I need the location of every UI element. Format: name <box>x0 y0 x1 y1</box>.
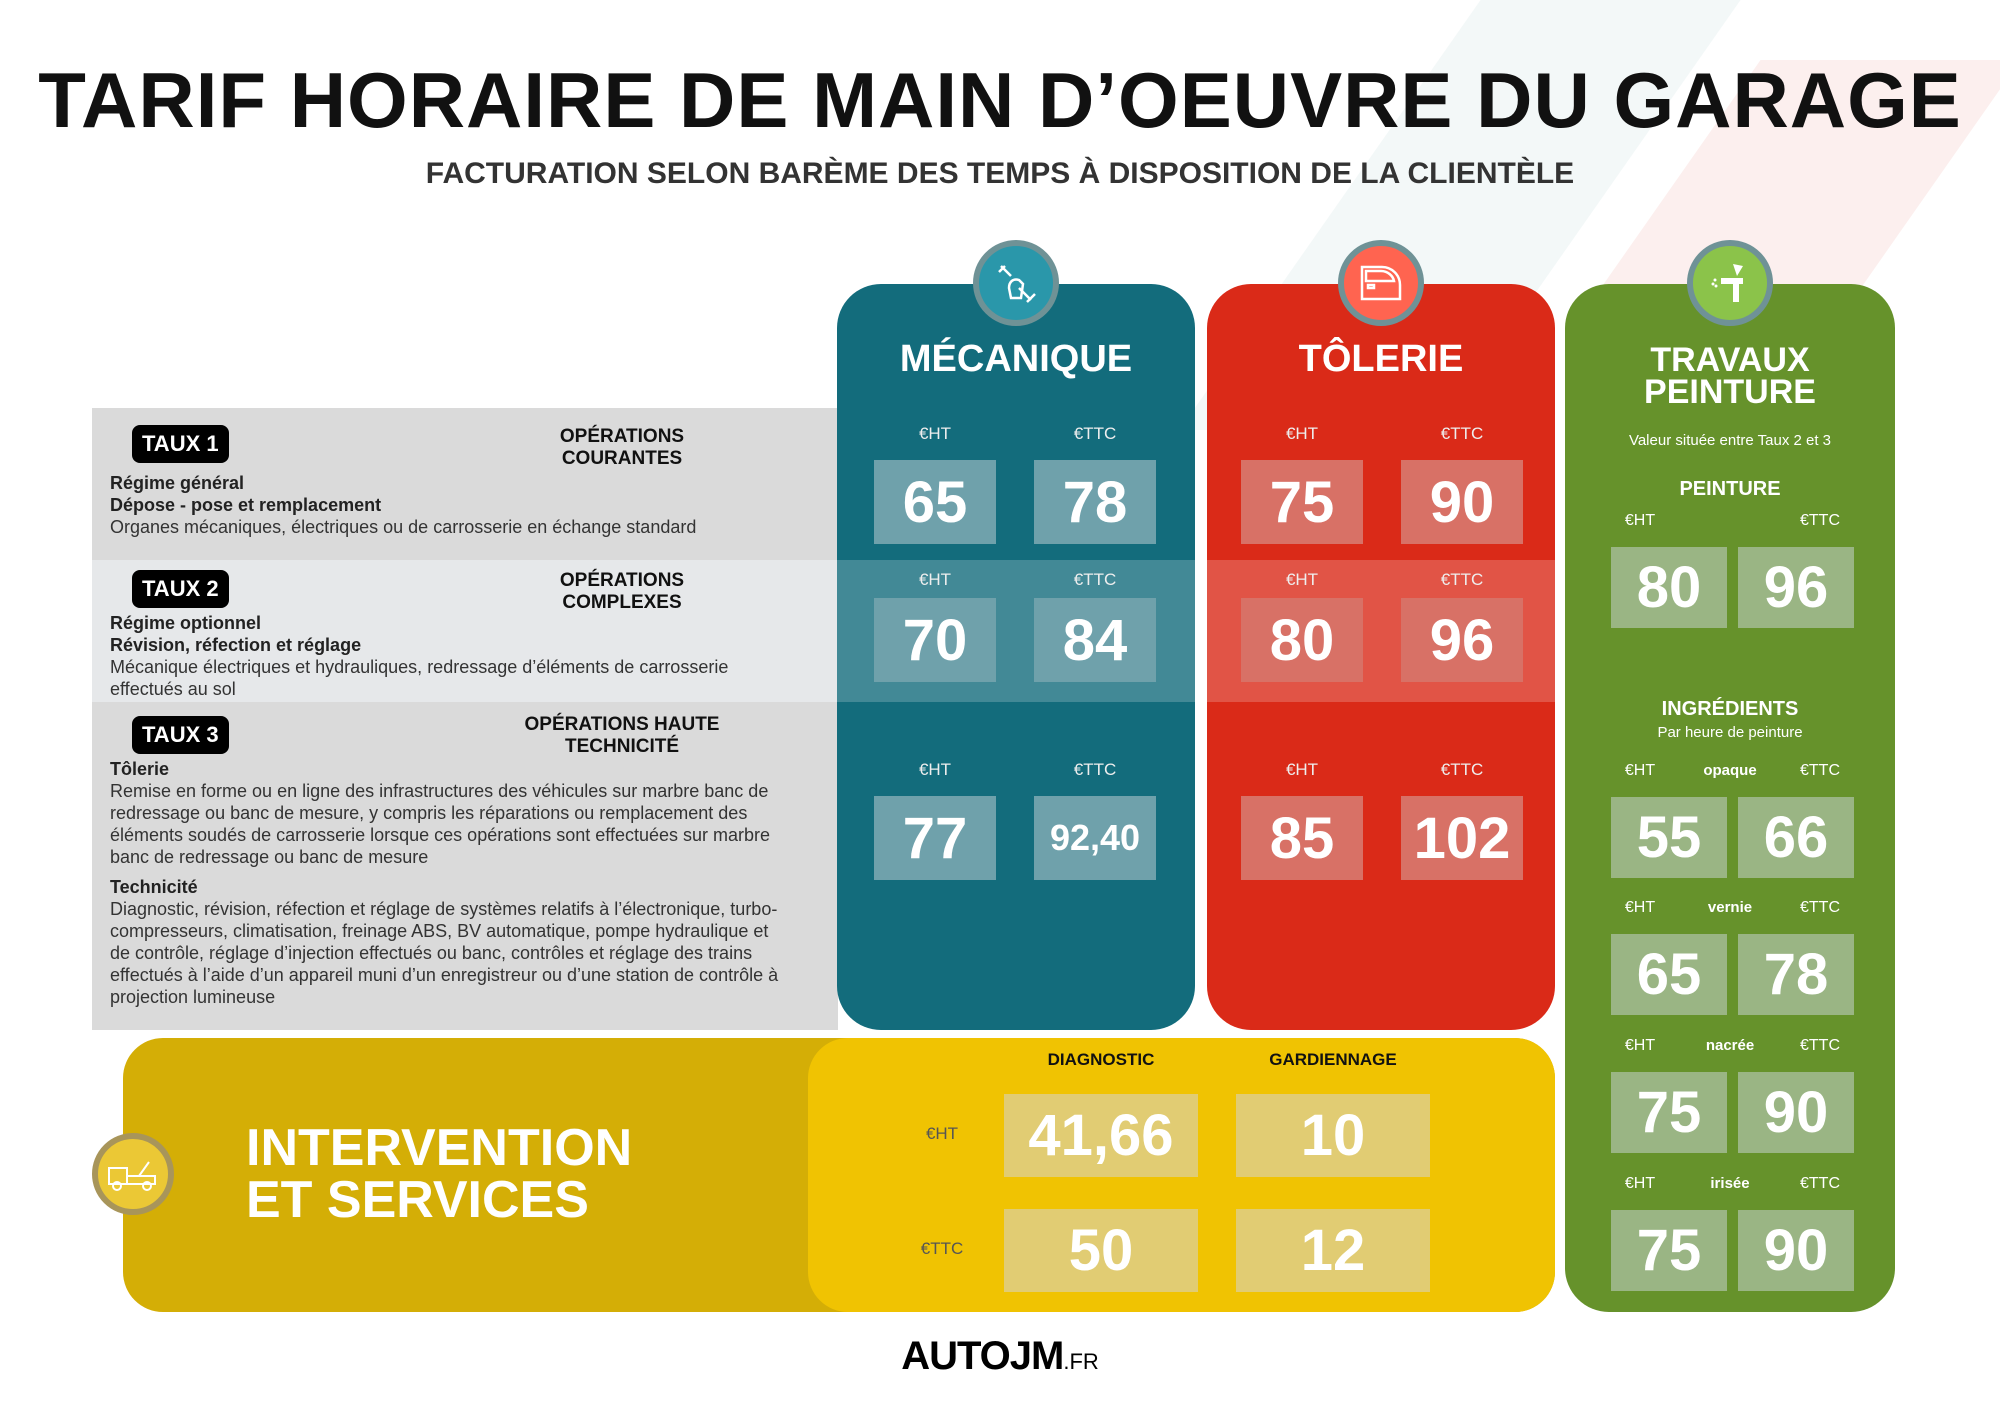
ttc-label: €TTC <box>1800 512 1840 529</box>
ht-label: €HT <box>1624 899 1656 916</box>
rate-description: Remise en forme ou en ligne des infrastr… <box>110 781 771 867</box>
peinture-label: PEINTURE <box>1679 478 1781 500</box>
ttc-label: €TTC <box>1440 760 1484 779</box>
ingredient-ht-value: 75 <box>1611 1072 1727 1153</box>
panel-title: TRAVAUX PEINTURE <box>1644 341 1816 411</box>
ttc-label: €TTC <box>1800 899 1840 916</box>
ingredient-labels: €HT nacrée €TTC <box>1565 1037 1895 1055</box>
ttc-label: €TTC <box>1073 570 1117 589</box>
peinture-ttc-value: 96 <box>1738 547 1854 628</box>
ht-label: €HT <box>925 1124 959 1143</box>
services-title-line2: ET SERVICES <box>246 1171 589 1229</box>
price-ht-value: 77 <box>874 796 996 880</box>
rate-description: Organes mécaniques, électriques ou de ca… <box>110 517 697 537</box>
price-ttc-value: 78 <box>1034 460 1156 544</box>
car-door-icon <box>1338 240 1424 326</box>
ttc-label: €TTC <box>1800 1037 1840 1054</box>
ingredient-ht-value: 75 <box>1611 1210 1727 1291</box>
price-ttc-value: 90 <box>1401 460 1523 544</box>
ht-ttc-labels: €HT €TTC <box>1565 512 1895 530</box>
panel-title: TÔLERIE <box>1298 338 1464 380</box>
diagnostic-header: DIAGNOSTIC <box>1047 1050 1155 1069</box>
ingredients-label: INGRÉDIENTS <box>1661 698 1799 720</box>
price-ht-value: 85 <box>1241 796 1363 880</box>
wrench-hand-icon <box>973 240 1059 326</box>
ht-label: €HT <box>918 760 952 779</box>
ingredient-ttc-value: 78 <box>1738 934 1854 1015</box>
ingredient-ttc-value: 90 <box>1738 1210 1854 1291</box>
price-ht-value: 65 <box>874 460 996 544</box>
ht-label: €HT <box>1624 1175 1656 1192</box>
diagnostic-ttc-value: 50 <box>1004 1209 1198 1292</box>
panel-title: MÉCANIQUE <box>899 338 1133 380</box>
ht-label: €HT <box>1624 512 1656 529</box>
ht-label: €HT <box>1624 1037 1656 1054</box>
ht-label: €HT <box>918 424 952 443</box>
price-ttc-value: 102 <box>1401 796 1523 880</box>
spray-gun-icon <box>1687 240 1773 326</box>
page-subtitle: FACTURATION SELON BARÈME DES TEMPS À DIS… <box>425 157 1575 190</box>
ht-label: €HT <box>1285 570 1319 589</box>
ht-label: €HT <box>918 570 952 589</box>
price-ttc-value: 96 <box>1401 598 1523 682</box>
page-title: TARIF HORAIRE DE MAIN D’OEUVRE DU GARAGE <box>38 56 1962 144</box>
rate-heading: Tôlerie <box>110 759 170 779</box>
operations-label: OPÉRATIONS COURANTES <box>559 426 685 469</box>
rate-heading: Dépose - pose et remplacement <box>110 495 382 515</box>
price-ht-value: 80 <box>1241 598 1363 682</box>
ingredients-note: Par heure de peinture <box>1657 724 1803 741</box>
rate-heading: Régime optionnel <box>110 613 262 633</box>
ingredient-labels: €HT vernie €TTC <box>1565 899 1895 917</box>
ingredient-name: opaque <box>1703 762 1757 779</box>
rate-description: Mécanique électriques et hydrauliques, r… <box>110 657 729 699</box>
ttc-label: €TTC <box>1073 760 1117 779</box>
ht-label: €HT <box>1624 762 1656 779</box>
ingredient-ttc-value: 66 <box>1738 797 1854 878</box>
ttc-label: €TTC <box>1440 570 1484 589</box>
gardiennage-ht-value: 10 <box>1236 1094 1430 1177</box>
ht-label: €HT <box>1285 424 1319 443</box>
peinture-ht-value: 80 <box>1611 547 1727 628</box>
price-ht-value: 75 <box>1241 460 1363 544</box>
taux-badge: TAUX 2 <box>132 570 229 608</box>
ttc-label: €TTC <box>1800 762 1840 779</box>
taux-badge: TAUX 1 <box>132 425 229 463</box>
rate-row-1: TAUX 1 OPÉRATIONS COURANTES Régime génér… <box>92 408 838 560</box>
ttc-label: €TTC <box>1440 424 1484 443</box>
tow-truck-icon <box>92 1133 174 1215</box>
taux-badge: TAUX 3 <box>132 716 229 754</box>
ht-label: €HT <box>1285 760 1319 779</box>
ingredient-labels: €HT irisée €TTC <box>1565 1175 1895 1193</box>
ingredient-labels: €HT opaque €TTC <box>1565 762 1895 780</box>
diagnostic-ht-value: 41,66 <box>1004 1094 1198 1177</box>
rate-row-3: TAUX 3 OPÉRATIONS HAUTE TECHNICITÉ Tôler… <box>92 702 838 1030</box>
rate-description: Diagnostic, révision, réfection et régla… <box>110 899 779 1007</box>
ingredient-ht-value: 55 <box>1611 797 1727 878</box>
ingredient-name: nacrée <box>1705 1037 1755 1054</box>
ttc-label: €TTC <box>1073 424 1117 443</box>
price-ttc-value: 84 <box>1034 598 1156 682</box>
rate-heading: Régime général <box>110 473 245 493</box>
peinture-note: Valeur située entre Taux 2 et 3 <box>1628 432 1832 449</box>
operations-label: OPÉRATIONS HAUTE TECHNICITÉ <box>524 714 720 757</box>
ingredient-name: vernie <box>1707 899 1753 916</box>
rate-heading: Technicité <box>110 877 198 897</box>
operations-label: OPÉRATIONS COMPLEXES <box>559 570 685 613</box>
services-title-line1: INTERVENTION <box>246 1119 633 1177</box>
price-ttc-value: 92,40 <box>1034 796 1156 880</box>
ttc-label: €TTC <box>920 1239 964 1258</box>
ingredient-ttc-value: 90 <box>1738 1072 1854 1153</box>
gardiennage-ttc-value: 12 <box>1236 1209 1430 1292</box>
price-ht-value: 70 <box>874 598 996 682</box>
autojm-logo: AUTOJM.FR <box>901 1334 1099 1378</box>
gardiennage-header: GARDIENNAGE <box>1269 1050 1397 1069</box>
ingredient-ht-value: 65 <box>1611 934 1727 1015</box>
ingredient-name: irisée <box>1710 1175 1750 1192</box>
rate-heading: Révision, réfection et réglage <box>110 635 362 655</box>
ttc-label: €TTC <box>1800 1175 1840 1192</box>
rate-row-2: TAUX 2 OPÉRATIONS COMPLEXES Régime optio… <box>92 560 838 702</box>
